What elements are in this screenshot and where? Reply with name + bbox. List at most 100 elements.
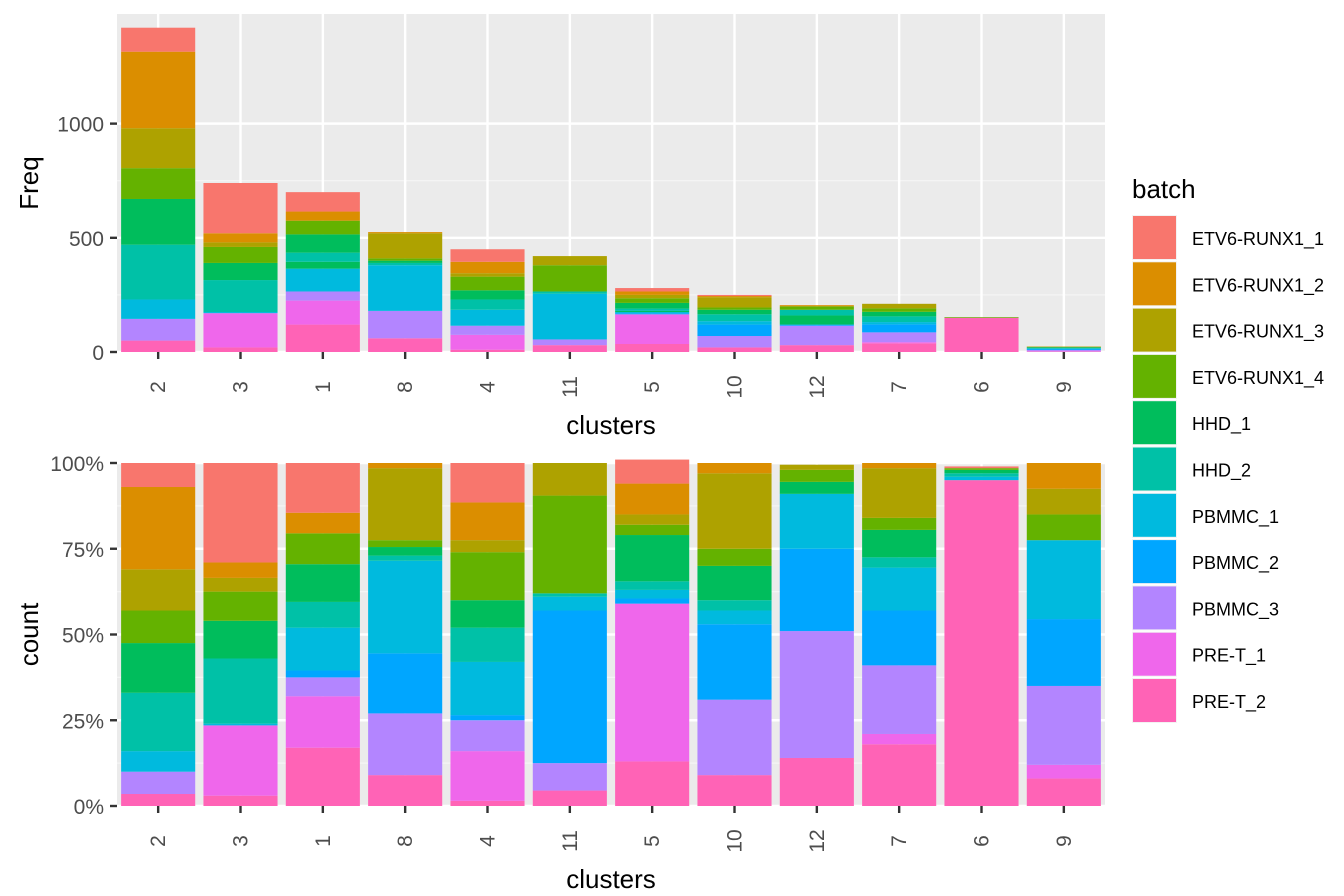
bar-segment-9-etv6-runx1_2 [1026,463,1101,489]
bar-segment-3-pre-t_2 [203,347,278,352]
bar-segment-10-etv6-runx1_3 [697,473,772,549]
bar-segment-12-etv6-runx1_4 [779,306,854,310]
bar-segment-2-pre-t_2 [121,793,196,806]
legend-swatch [1133,540,1176,584]
bar-segment-10-pbmmc_1 [697,610,772,625]
bar-segment-2-etv6-runx1_4 [121,168,196,199]
bar-segment-12-hhd_1 [779,481,854,494]
bar-segment-5-etv6-runx1_1 [615,288,690,292]
bar-segment-10-etv6-runx1_2 [697,463,772,474]
bar-segment-7-etv6-runx1_4 [862,517,937,530]
bar-segment-4-hhd_2 [450,627,525,662]
bar-segment-3-pre-t_1 [203,725,278,796]
bar-segment-1-pre-t_1 [285,696,360,748]
bar-segment-2-hhd_2 [121,692,196,752]
bar-segment-1-pre-t_2 [285,324,360,352]
legend-label: ETV6-RUNX1_4 [1192,368,1324,389]
bar-segment-8-etv6-runx1_3 [368,233,443,259]
bar-segment-4-pre-t_1 [450,334,525,350]
x-tick-label: 4 [477,835,500,847]
bar-segment-9-pre-t_1 [1026,764,1101,779]
bar-segment-4-etv6-runx1_1 [450,463,525,503]
legend-swatch [1133,632,1176,676]
bar-segment-2-etv6-runx1_1 [121,463,196,488]
bar-segment-2-etv6-runx1_1 [121,27,196,52]
bar-segment-4-pre-t_1 [450,751,525,801]
bar-segment-7-hhd_1 [862,529,937,558]
bar-segment-2-pbmmc_3 [121,771,196,794]
bar-segment-2-hhd_1 [121,198,196,245]
bar-segment-8-pbmmc_1 [368,560,443,654]
bar-segment-8-pbmmc_3 [368,310,443,339]
bar-segment-7-pbmmc_1 [862,567,937,611]
bar-segment-5-etv6-runx1_4 [615,298,690,303]
x-tick-label: 9 [1053,381,1076,393]
bar-segment-2-hhd_1 [121,643,196,693]
bar-segment-3-etv6-runx1_3 [203,577,278,592]
bar-segment-4-pbmmc_1 [450,309,525,326]
bar-segment-5-pbmmc_2 [615,598,690,604]
bar-segment-1-pre-t_1 [285,300,360,325]
bar-segment-6-etv6-runx1_1 [944,466,1019,469]
x-tick-label: 9 [1053,835,1076,847]
x-tick-label: 6 [971,381,994,393]
bar-segment-3-etv6-runx1_2 [203,562,278,578]
bar-segment-3-etv6-runx1_2 [203,233,278,243]
bar-segment-4-etv6-runx1_1 [450,249,525,262]
x-tick-label: 3 [230,835,253,847]
bar-segment-9-pbmmc_2 [1026,619,1101,686]
bar-segment-4-pbmmc_2 [450,715,525,721]
bar-segment-10-pre-t_2 [697,775,772,806]
legend-swatch [1133,493,1176,537]
legend-label: PBMMC_3 [1192,599,1279,620]
bar-segment-4-hhd_1 [450,290,525,300]
legend-label: ETV6-RUNX1_3 [1192,322,1324,343]
x-tick-label: 4 [477,381,500,393]
bar-segment-6-pbmmc_1 [944,476,1019,481]
x-axis-title: clusters [566,864,656,894]
bar-segment-11-pbmmc_1 [532,293,607,340]
y-tick-label: 500 [69,228,104,251]
bar-segment-2-etv6-runx1_3 [121,128,196,169]
bar-segment-1-pbmmc_3 [285,677,360,697]
x-tick-label: 12 [806,829,829,852]
bar-segment-2-etv6-runx1_2 [121,51,196,129]
y-tick-label: 1000 [57,114,104,137]
bar-segment-10-pbmmc_1 [697,321,772,325]
bar-segment-11-etv6-runx1_4 [532,265,607,292]
bar-segment-5-pre-t_2 [615,344,690,352]
bar-segment-7-pbmmc_2 [862,324,937,333]
x-tick-label: 11 [559,830,582,852]
bar-segment-5-hhd_1 [615,310,690,313]
x-tick-label: 7 [888,381,911,393]
bar-segment-8-pbmmc_1 [368,265,443,311]
bar-segment-5-hhd_2 [615,308,690,311]
legend-label: PRE-T_1 [1192,646,1266,667]
y-tick-label: 100% [50,453,104,476]
bar-segment-2-pbmmc_1 [121,299,196,319]
bar-segment-7-etv6-runx1_3 [862,303,937,309]
bar-segment-8-pbmmc_3 [368,713,443,776]
bar-segment-1-pbmmc_1 [285,268,360,292]
bar-segment-1-pbmmc_2 [285,670,360,678]
bar-segment-2-pbmmc_3 [121,318,196,341]
x-tick-label: 11 [559,376,582,398]
bar-segment-10-etv6-runx1_4 [697,548,772,566]
bar-segment-5-pbmmc_1 [615,589,690,599]
bar-segment-11-hhd_2 [532,291,607,294]
legend-title: batch [1132,174,1196,204]
bar-segment-10-etv6-runx1_3 [697,297,772,308]
bar-segment-1-hhd_2 [285,252,360,262]
bar-segment-12-etv6-runx1_2 [779,305,854,307]
bar-segment-12-pbmmc_3 [779,325,854,346]
bar-segment-3-hhd_2 [203,280,278,313]
legend-swatch [1133,447,1176,491]
bar-segment-7-pre-t_2 [862,343,937,352]
legend-label: PBMMC_1 [1192,507,1279,528]
bar-segment-2-pre-t_2 [121,340,196,352]
bar-segment-2-pbmmc_1 [121,751,196,772]
bar-segment-11-pbmmc_2 [532,610,607,764]
x-tick-label: 12 [806,375,829,398]
legend-swatch [1133,216,1176,259]
